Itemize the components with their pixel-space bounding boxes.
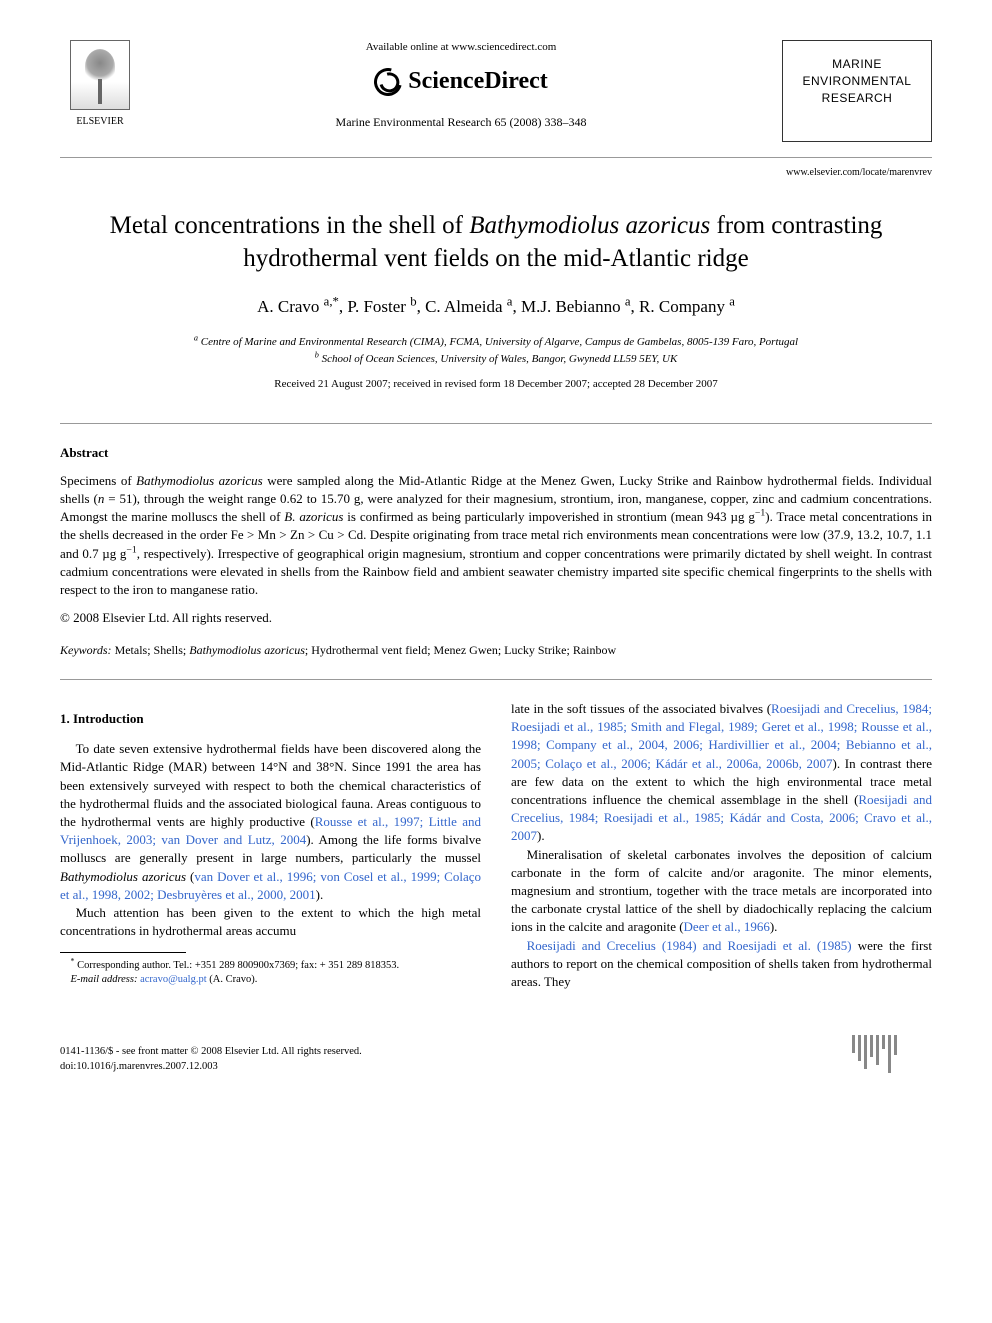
abstract-text: Specimens of Bathymodiolus azoricus were… [60, 472, 932, 599]
body-paragraph: Mineralisation of skeletal carbonates in… [511, 846, 932, 937]
sciencedirect-logo: ScienceDirect [160, 65, 762, 99]
divider-top [60, 423, 932, 424]
authors-line: A. Cravo a,*, P. Foster b, C. Almeida a,… [60, 295, 932, 319]
divider-bottom [60, 679, 932, 680]
journal-name-box: MARINE ENVIRONMENTAL RESEARCH [793, 56, 921, 106]
body-paragraph: To date seven extensive hydrothermal fie… [60, 740, 481, 904]
journal-url[interactable]: www.elsevier.com/locate/marenvrev [60, 166, 932, 180]
abstract-heading: Abstract [60, 444, 932, 462]
journal-citation: Marine Environmental Research 65 (2008) … [160, 114, 762, 131]
email-footnote: E-mail address: acravo@ualg.pt (A. Cravo… [60, 973, 481, 987]
elsevier-logo: ELSEVIER [60, 40, 140, 129]
front-matter-line: 0141-1136/$ - see front matter © 2008 El… [60, 1045, 362, 1060]
sciencedirect-swirl-icon [369, 63, 407, 101]
body-two-column: 1. Introduction To date seven extensive … [60, 700, 932, 995]
publisher-name: ELSEVIER [60, 115, 140, 129]
doi-line: doi:10.1016/j.marenvres.2007.12.003 [60, 1060, 362, 1075]
page-footer: 0141-1136/$ - see front matter © 2008 El… [60, 1015, 932, 1075]
section-heading-intro: 1. Introduction [60, 710, 481, 728]
available-online-text: Available online at www.sciencedirect.co… [160, 40, 762, 55]
body-paragraph: Roesijadi and Crecelius (1984) and Roesi… [511, 937, 932, 992]
sciencedirect-label: ScienceDirect [408, 65, 548, 99]
article-title: Metal concentrations in the shell of Bat… [60, 210, 932, 275]
footer-left: 0141-1136/$ - see front matter © 2008 El… [60, 1045, 362, 1074]
citation-link[interactable]: Roesijadi and Crecelius (1984) and Roesi… [527, 938, 852, 953]
copyright-line: © 2008 Elsevier Ltd. All rights reserved… [60, 609, 932, 627]
article-dates: Received 21 August 2007; received in rev… [60, 377, 932, 392]
footnote-divider [60, 952, 186, 953]
elsevier-tree-icon [70, 40, 130, 110]
corresponding-author-footnote: * Corresponding author. Tel.: +351 289 8… [60, 959, 481, 973]
email-link[interactable]: acravo@ualg.pt [140, 974, 207, 985]
body-paragraph: late in the soft tissues of the associat… [511, 700, 932, 846]
journal-cover-box: MARINE ENVIRONMENTAL RESEARCH [782, 40, 932, 142]
sciencedirect-corner-icon [852, 1015, 932, 1075]
affiliations: a Centre of Marine and Environmental Res… [60, 334, 932, 367]
keywords-line: Keywords: Metals; Shells; Bathymodiolus … [60, 642, 932, 659]
body-paragraph: Much attention has been given to the ext… [60, 904, 481, 940]
page-header: ELSEVIER Available online at www.science… [60, 40, 932, 158]
citation-link[interactable]: Deer et al., 1966 [684, 919, 770, 934]
header-center: Available online at www.sciencedirect.co… [140, 40, 782, 131]
